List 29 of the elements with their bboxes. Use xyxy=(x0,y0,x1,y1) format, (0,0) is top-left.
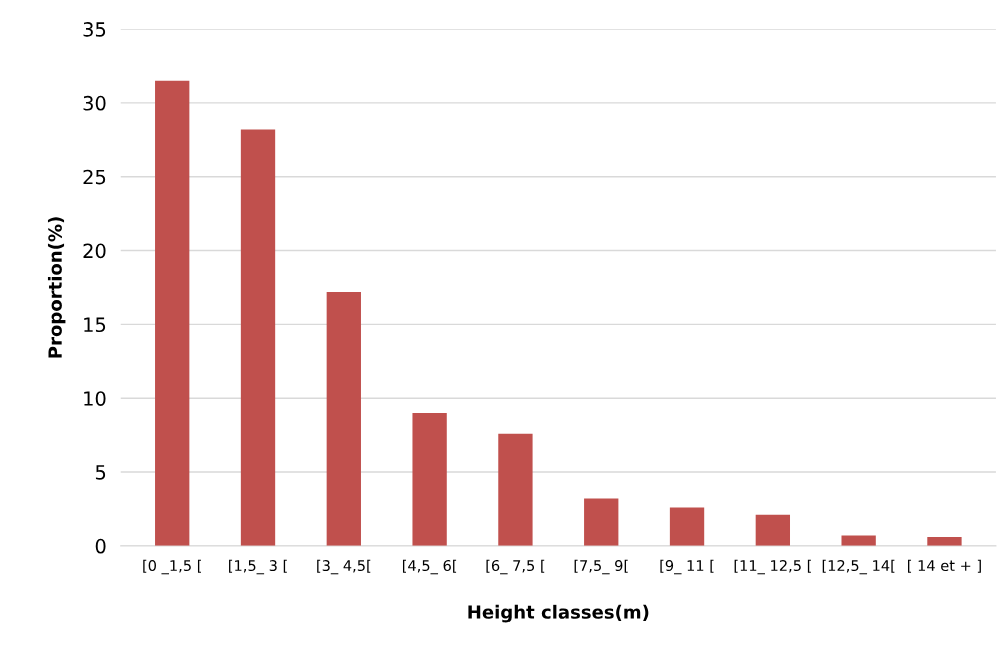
bar xyxy=(155,80,190,546)
bar xyxy=(927,537,962,546)
x-tick-label: [0 _1,5 [ xyxy=(143,559,201,575)
bar xyxy=(412,412,447,546)
x-axis-title: Height classes(m) xyxy=(468,604,649,623)
y-tick-label: 20 xyxy=(83,243,106,259)
bar xyxy=(326,291,361,546)
y-tick-label: 15 xyxy=(84,317,106,333)
x-tick-label: [3_ 4,5[ xyxy=(317,559,371,575)
y-tick-label: 30 xyxy=(83,95,106,111)
y-tick-label: 5 xyxy=(95,465,106,480)
bar xyxy=(584,498,619,546)
y-tick-label: 10 xyxy=(84,391,106,406)
bar xyxy=(755,514,791,546)
bar xyxy=(669,507,705,546)
x-tick-label: [9_ 11 [ xyxy=(660,559,714,575)
x-tick-label: [ 14 et + ] xyxy=(908,559,981,573)
x-tick-label: [6_ 7,5 [ xyxy=(486,559,545,575)
y-tick-label: 0 xyxy=(95,538,106,554)
y-tick-label: 25 xyxy=(83,169,106,185)
x-tick-label: [7,5_ 9[ xyxy=(574,559,628,575)
x-tick-label: [12,5_ 14[ xyxy=(822,559,895,575)
y-axis-title: Proportion(%) xyxy=(47,217,66,358)
x-tick-label: [1,5_ 3 [ xyxy=(229,559,287,575)
bar xyxy=(498,433,533,546)
bar xyxy=(240,129,276,546)
x-tick-label: [11_ 12,5 [ xyxy=(734,559,811,575)
x-tick-label: [4,5_ 6[ xyxy=(402,559,457,575)
y-tick-label: 35 xyxy=(83,22,106,37)
